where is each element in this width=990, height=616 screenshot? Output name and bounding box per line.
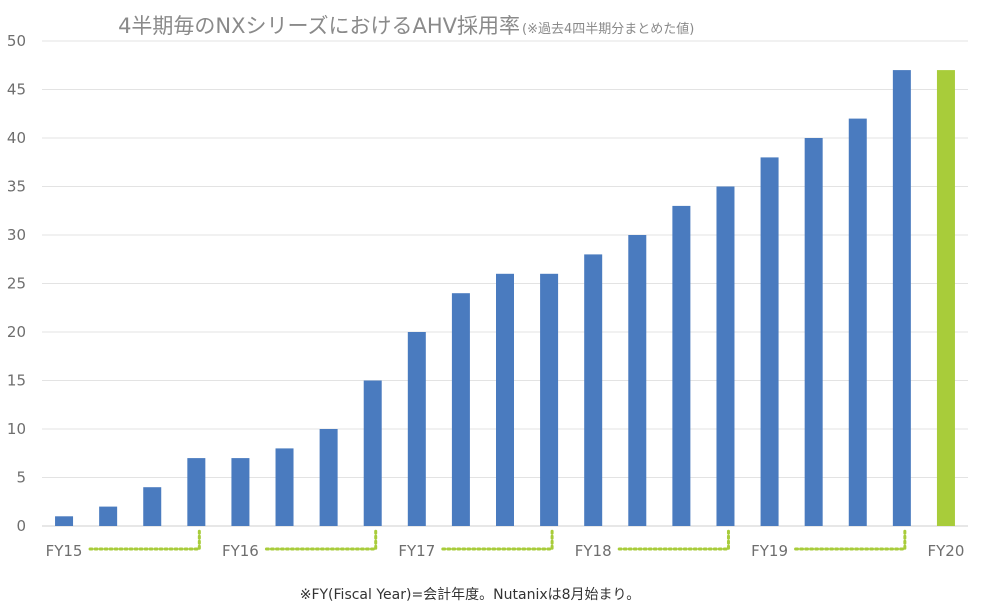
bar — [496, 273, 514, 526]
bar — [540, 273, 559, 526]
x-year-label: FY20 — [928, 542, 965, 560]
bar — [407, 332, 426, 526]
bar — [451, 293, 470, 526]
bar — [892, 70, 911, 526]
bar — [143, 487, 162, 526]
bars — [55, 70, 955, 526]
y-tick-label: 10 — [7, 420, 26, 438]
y-tick-label: 30 — [7, 226, 26, 244]
bar — [848, 118, 867, 526]
y-tick-label: 50 — [7, 32, 26, 50]
year-bracket — [441, 528, 554, 551]
bar — [628, 235, 647, 526]
y-tick-label: 45 — [7, 81, 26, 99]
bar — [319, 429, 338, 526]
bar — [231, 458, 250, 526]
bar — [187, 458, 206, 526]
year-brackets — [88, 528, 907, 551]
y-axis-tick-labels: 0 5 10 15 20 25 30 35 40 45 50 — [7, 32, 26, 535]
year-bracket — [88, 528, 201, 551]
year-bracket — [617, 528, 730, 551]
bar — [99, 506, 118, 526]
bar — [363, 380, 382, 526]
bar — [760, 157, 779, 526]
chart-title: 4半期毎のNXシリーズにおけるAHV採用率 — [118, 14, 520, 38]
year-bracket — [794, 528, 907, 551]
chart-footnote: ※FY(Fiscal Year)=会計年度。Nutanixは8月始まり。 — [300, 587, 641, 603]
x-year-label: FY19 — [751, 542, 788, 560]
bar — [672, 205, 691, 526]
y-tick-label: 15 — [7, 372, 26, 390]
bar — [584, 254, 603, 526]
y-tick-label: 40 — [7, 129, 26, 147]
x-year-label: FY17 — [398, 542, 435, 560]
chart-subtitle: (※過去4四半期分まとめた値) — [522, 21, 694, 37]
bar — [275, 448, 294, 526]
y-tick-label: 5 — [16, 469, 26, 487]
bar — [716, 186, 735, 526]
bar — [804, 138, 823, 526]
x-year-label: FY15 — [46, 542, 83, 560]
x-year-label: FY16 — [222, 542, 259, 560]
y-tick-label: 0 — [16, 517, 26, 535]
y-tick-label: 20 — [7, 323, 26, 341]
bar — [55, 516, 74, 526]
bar — [936, 70, 955, 526]
x-axis-year-labels: FY15 FY16 FY17 FY18 FY19 FY20 — [46, 542, 965, 560]
year-bracket — [264, 528, 378, 551]
x-year-label: FY18 — [575, 542, 612, 560]
y-tick-label: 35 — [7, 178, 26, 196]
y-tick-label: 25 — [7, 275, 26, 293]
